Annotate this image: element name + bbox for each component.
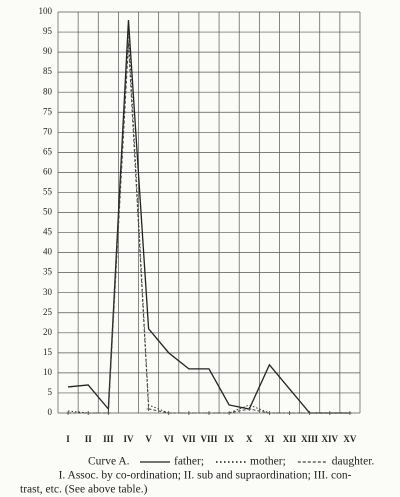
plus-marker <box>106 411 111 415</box>
y-tick-label: 65 <box>43 146 53 156</box>
y-tick-label: 40 <box>43 247 53 257</box>
y-tick-label: 35 <box>43 267 53 277</box>
x-tick-label: VIII <box>200 434 218 444</box>
plus-marker <box>287 411 292 415</box>
plus-marker <box>247 406 252 411</box>
y-tick-label: 60 <box>43 166 53 176</box>
y-tick-label: 0 <box>48 407 53 417</box>
y-tick-label: 25 <box>43 307 53 317</box>
y-tick-label: 75 <box>43 106 53 116</box>
y-tick-label: 85 <box>43 66 53 76</box>
legend-label: father; <box>174 456 204 468</box>
caption-line: trast, etc. (See above table.) <box>20 484 148 496</box>
x-tick-label: XI <box>264 434 274 444</box>
plus-marker <box>166 411 171 415</box>
plus-marker <box>227 411 232 415</box>
y-tick-label: 20 <box>43 327 53 337</box>
y-tick-label: 70 <box>43 126 53 136</box>
x-tick-label: XIII <box>301 434 319 444</box>
legend-label: mother; <box>250 456 286 468</box>
x-tick-label: XIV <box>322 434 339 444</box>
x-tick-label: XII <box>283 434 297 444</box>
y-tick-label: 95 <box>43 26 53 36</box>
plus-marker <box>86 411 91 415</box>
series-line <box>68 32 350 414</box>
x-tick-label: IX <box>224 434 235 444</box>
y-tick-label: 80 <box>43 86 53 96</box>
plus-marker <box>146 406 151 411</box>
plus-marker <box>307 411 312 415</box>
caption-line: I. Assoc. by co-ordination; II. sub and … <box>59 470 352 482</box>
y-tick-label: 100 <box>39 6 53 16</box>
plus-marker <box>327 411 332 415</box>
series-line <box>68 19 350 414</box>
plus-marker <box>186 411 191 415</box>
y-tick-label: 55 <box>43 187 53 197</box>
plus-marker <box>207 411 211 415</box>
x-tick-label: V <box>145 434 152 444</box>
y-tick-label: 45 <box>43 227 53 237</box>
x-tick-label: X <box>246 434 253 444</box>
x-tick-label: VI <box>164 434 174 444</box>
y-tick-label: 90 <box>43 46 53 56</box>
x-tick-label: I <box>66 434 70 444</box>
plus-marker <box>267 411 272 415</box>
legend-label: daughter. <box>332 456 375 468</box>
y-tick-label: 10 <box>43 367 53 377</box>
y-tick-label: 5 <box>48 387 53 397</box>
plus-marker <box>66 411 71 415</box>
y-tick-label: 50 <box>43 207 53 217</box>
plus-marker <box>126 42 131 47</box>
legend-prefix: Curve A. <box>88 456 130 468</box>
plus-marker <box>347 411 352 415</box>
x-tick-label: IV <box>123 434 134 444</box>
y-tick-label: 30 <box>43 287 53 297</box>
y-tick-label: 15 <box>43 347 53 357</box>
x-tick-label: XV <box>343 434 356 444</box>
x-tick-label: III <box>103 434 114 444</box>
x-tick-label: VII <box>182 434 196 444</box>
x-tick-label: II <box>85 434 93 444</box>
